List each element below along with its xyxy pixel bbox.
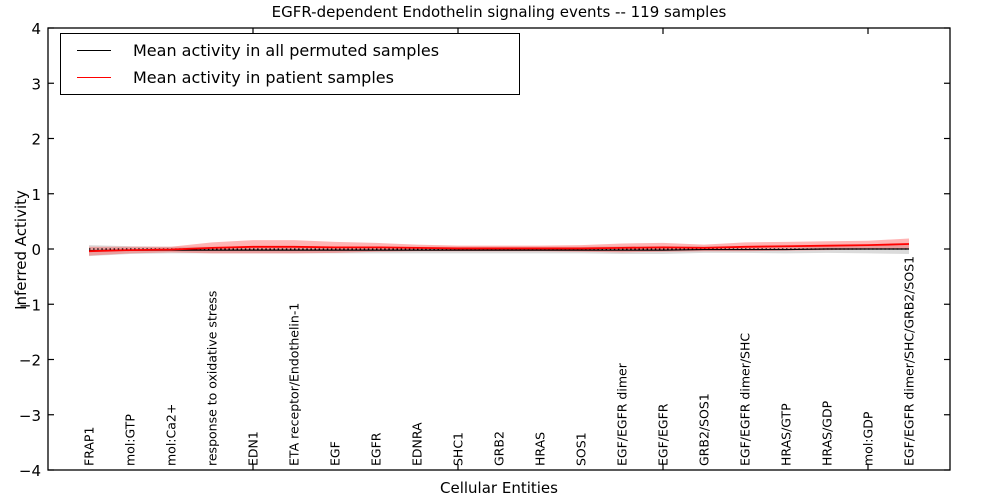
x-category-label: EGF/EGFR dimer/SHC [738, 333, 753, 466]
x-category-label: mol:Ca2+ [164, 404, 179, 466]
y-tick-label: 4 [31, 20, 41, 38]
legend-label-permuted: Mean activity in all permuted samples [133, 41, 440, 61]
legend-line-black [77, 50, 111, 52]
x-category-label: HRAS/GTP [779, 403, 794, 466]
x-category-label: EDNRA [410, 422, 425, 466]
axes [47, 27, 951, 471]
series-line [88, 248, 909, 252]
x-category-label: ETA receptor/Endothelin-1 [287, 303, 302, 466]
y-tick-label: −3 [19, 407, 41, 425]
tick-labels: 4 3 2 1 0 −1 −2 −3 −4 [19, 20, 41, 480]
x-category-label: EGF/EGFR dimer [615, 362, 630, 466]
legend-line-red [77, 76, 111, 78]
y-tick-label: 3 [31, 75, 41, 93]
x-category-label: GRB2/SOS1 [697, 393, 712, 466]
series-lines [88, 243, 910, 253]
x-category-label: SHC1 [451, 432, 466, 466]
x-category-label: EGF [328, 441, 343, 466]
x-category-label: EGFR [369, 432, 384, 466]
y-tick-label: 0 [31, 241, 41, 259]
x-category-label: mol:GTP [123, 414, 138, 466]
x-category-label: EGF/EGFR [656, 403, 671, 466]
band [89, 238, 909, 256]
legend-row-patient: Mean activity in patient samples [61, 68, 519, 87]
y-tick-label: −1 [19, 296, 41, 314]
legend-row-permuted: Mean activity in all permuted samples [61, 41, 519, 60]
x-category-label: response to oxidative stress [205, 291, 220, 466]
x-category-label: SOS1 [574, 432, 589, 466]
x-category-label: FRAP1 [82, 427, 97, 466]
y-tick-label: −4 [19, 462, 41, 480]
x-category-label: GRB2 [492, 431, 507, 466]
x-axis-label: Cellular Entities [440, 479, 558, 497]
x-category-label: mol:GDP [861, 411, 876, 466]
x-category-label: EGF/EGFR dimer/SHC/GRB2/SOS1 [902, 256, 917, 466]
series-line [88, 243, 910, 253]
y-tick-label: 2 [31, 131, 41, 149]
legend-label-patient: Mean activity in patient samples [133, 67, 394, 87]
x-category-label: HRAS [533, 432, 548, 466]
category-labels: FRAP1 mol:GTP mol:Ca2+ response to oxidativ… [82, 256, 917, 466]
y-axis-label: Inferred Activity [12, 190, 30, 310]
x-category-label: HRAS/GDP [820, 400, 835, 466]
y-tick-label: −2 [19, 352, 41, 370]
y-tick-label: 1 [31, 186, 41, 204]
chart-title: EGFR-dependent Endothelin signaling even… [271, 3, 727, 21]
x-category-label: EDN1 [246, 431, 261, 466]
legend: Mean activity in all permuted samples Me… [60, 33, 520, 95]
